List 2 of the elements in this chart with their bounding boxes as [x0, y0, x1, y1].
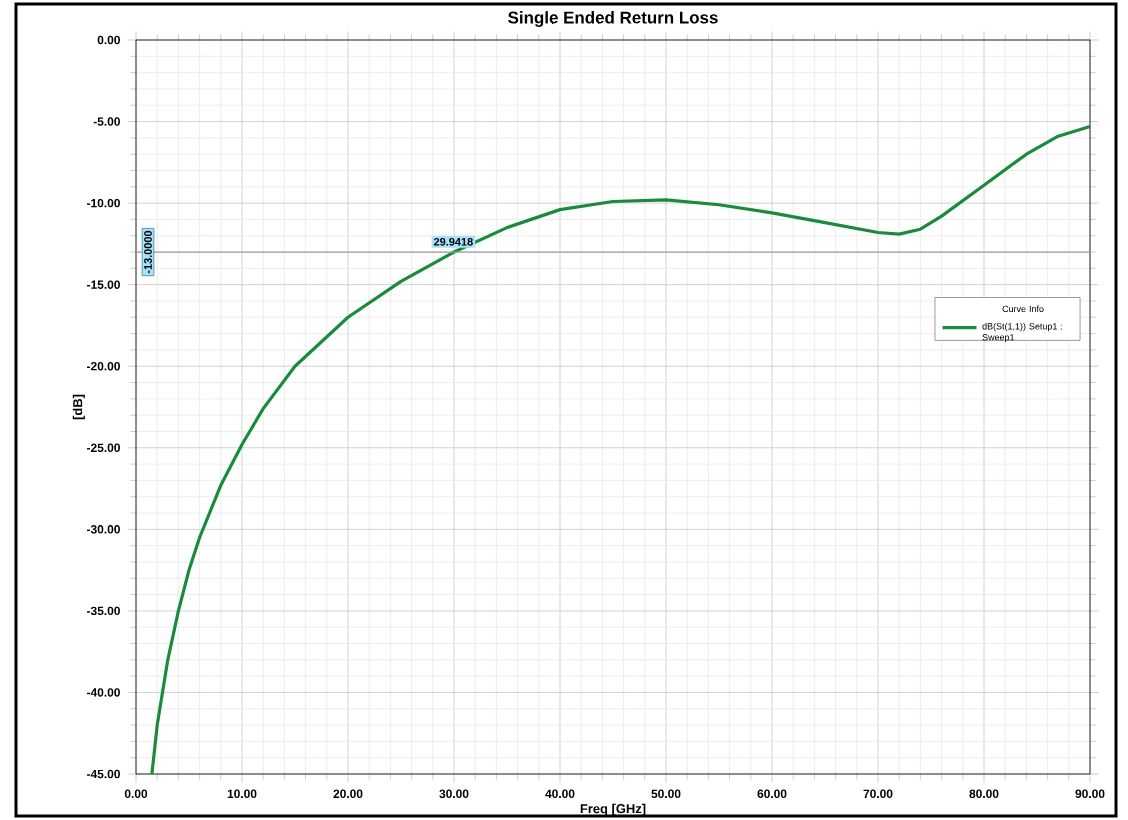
chart-title: Single Ended Return Loss: [508, 11, 718, 27]
line-series: [150, 124, 1092, 776]
